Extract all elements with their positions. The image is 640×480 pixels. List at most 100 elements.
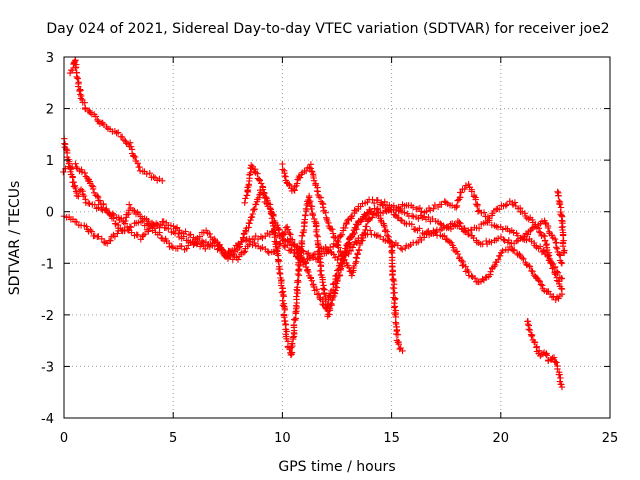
data-point: [399, 347, 406, 355]
data-point: [94, 116, 101, 124]
data-point: [540, 247, 547, 254]
data-point: [542, 351, 550, 358]
data-point: [556, 201, 564, 208]
data-point: [366, 206, 374, 213]
data-point: [557, 381, 564, 388]
x-axis-title: GPS time / hours: [278, 459, 395, 475]
data-point: [548, 260, 555, 267]
data-point: [511, 199, 519, 206]
data-point: [496, 206, 503, 213]
data-point: [341, 224, 349, 232]
data-point: [114, 230, 121, 237]
data-point: [175, 230, 182, 237]
data-point: [300, 248, 307, 255]
data-point: [555, 192, 562, 199]
data-point: [543, 352, 551, 359]
data-point: [536, 278, 543, 285]
data-point: [255, 194, 263, 201]
data-point: [80, 192, 88, 200]
data-point: [553, 244, 560, 251]
data-point: [440, 224, 448, 231]
data-point: [95, 233, 102, 240]
data-point: [95, 204, 102, 211]
data-point: [270, 229, 278, 236]
data-point: [483, 237, 490, 245]
data-point: [146, 170, 153, 177]
data-point: [306, 164, 313, 171]
data-point: [206, 230, 213, 238]
data-point: [528, 332, 535, 340]
x-tick-label: 25: [602, 431, 619, 446]
data-point: [336, 271, 343, 279]
x-tick-label: 5: [169, 431, 177, 446]
data-point: [391, 289, 398, 296]
data-point: [355, 246, 362, 253]
data-point: [259, 186, 267, 193]
data-point: [134, 160, 141, 167]
data-point: [556, 251, 563, 258]
data-point: [367, 227, 374, 234]
data-point: [156, 229, 163, 236]
data-point: [147, 222, 154, 229]
data-point: [376, 201, 384, 208]
data-point: [391, 303, 399, 310]
data-point: [468, 272, 475, 280]
data-point: [67, 165, 74, 172]
data-point: [503, 201, 511, 208]
data-point: [293, 293, 300, 300]
data-point: [495, 256, 502, 263]
data-point: [241, 199, 248, 206]
data-point: [216, 241, 223, 248]
data-point: [94, 193, 101, 200]
data-point: [499, 247, 506, 254]
data-point: [306, 199, 313, 206]
data-point: [298, 232, 306, 239]
data-point: [556, 371, 563, 378]
data-point: [392, 319, 399, 326]
series-trace-f: [279, 160, 566, 293]
data-point: [334, 276, 341, 284]
data-point: [122, 217, 129, 225]
data-point: [100, 201, 107, 208]
data-point: [206, 243, 213, 251]
data-point: [354, 251, 361, 258]
data-point: [72, 160, 79, 167]
data-point: [83, 223, 90, 230]
data-point: [558, 285, 566, 293]
y-axis-title: SDTVAR / TECUs: [7, 181, 23, 296]
data-point: [361, 229, 368, 237]
data-point: [256, 177, 263, 184]
data-point: [453, 204, 460, 211]
data-point: [247, 214, 255, 221]
data-point: [240, 249, 248, 256]
data-point: [550, 354, 558, 361]
data-point: [74, 75, 81, 82]
data-point: [471, 275, 479, 282]
data-point: [544, 224, 552, 232]
data-point: [128, 229, 135, 236]
data-point: [110, 215, 117, 222]
data-point: [558, 383, 566, 391]
data-point: [275, 258, 282, 265]
data-point: [280, 242, 288, 249]
data-point: [520, 255, 527, 263]
data-point: [462, 182, 470, 189]
data-point: [88, 182, 95, 189]
data-point: [526, 326, 534, 334]
data-point: [550, 293, 557, 300]
data-point: [502, 202, 509, 209]
data-point: [443, 224, 450, 232]
data-point: [457, 220, 464, 227]
data-point: [305, 249, 312, 257]
data-point: [77, 91, 84, 98]
data-point: [291, 249, 298, 257]
data-point: [392, 313, 399, 321]
data-point: [279, 160, 286, 168]
data-point: [290, 186, 298, 193]
data-point: [446, 238, 453, 245]
data-point: [386, 237, 393, 245]
series-trace-e: [241, 162, 406, 359]
series-trace-g: [524, 318, 566, 391]
data-point: [546, 255, 553, 263]
